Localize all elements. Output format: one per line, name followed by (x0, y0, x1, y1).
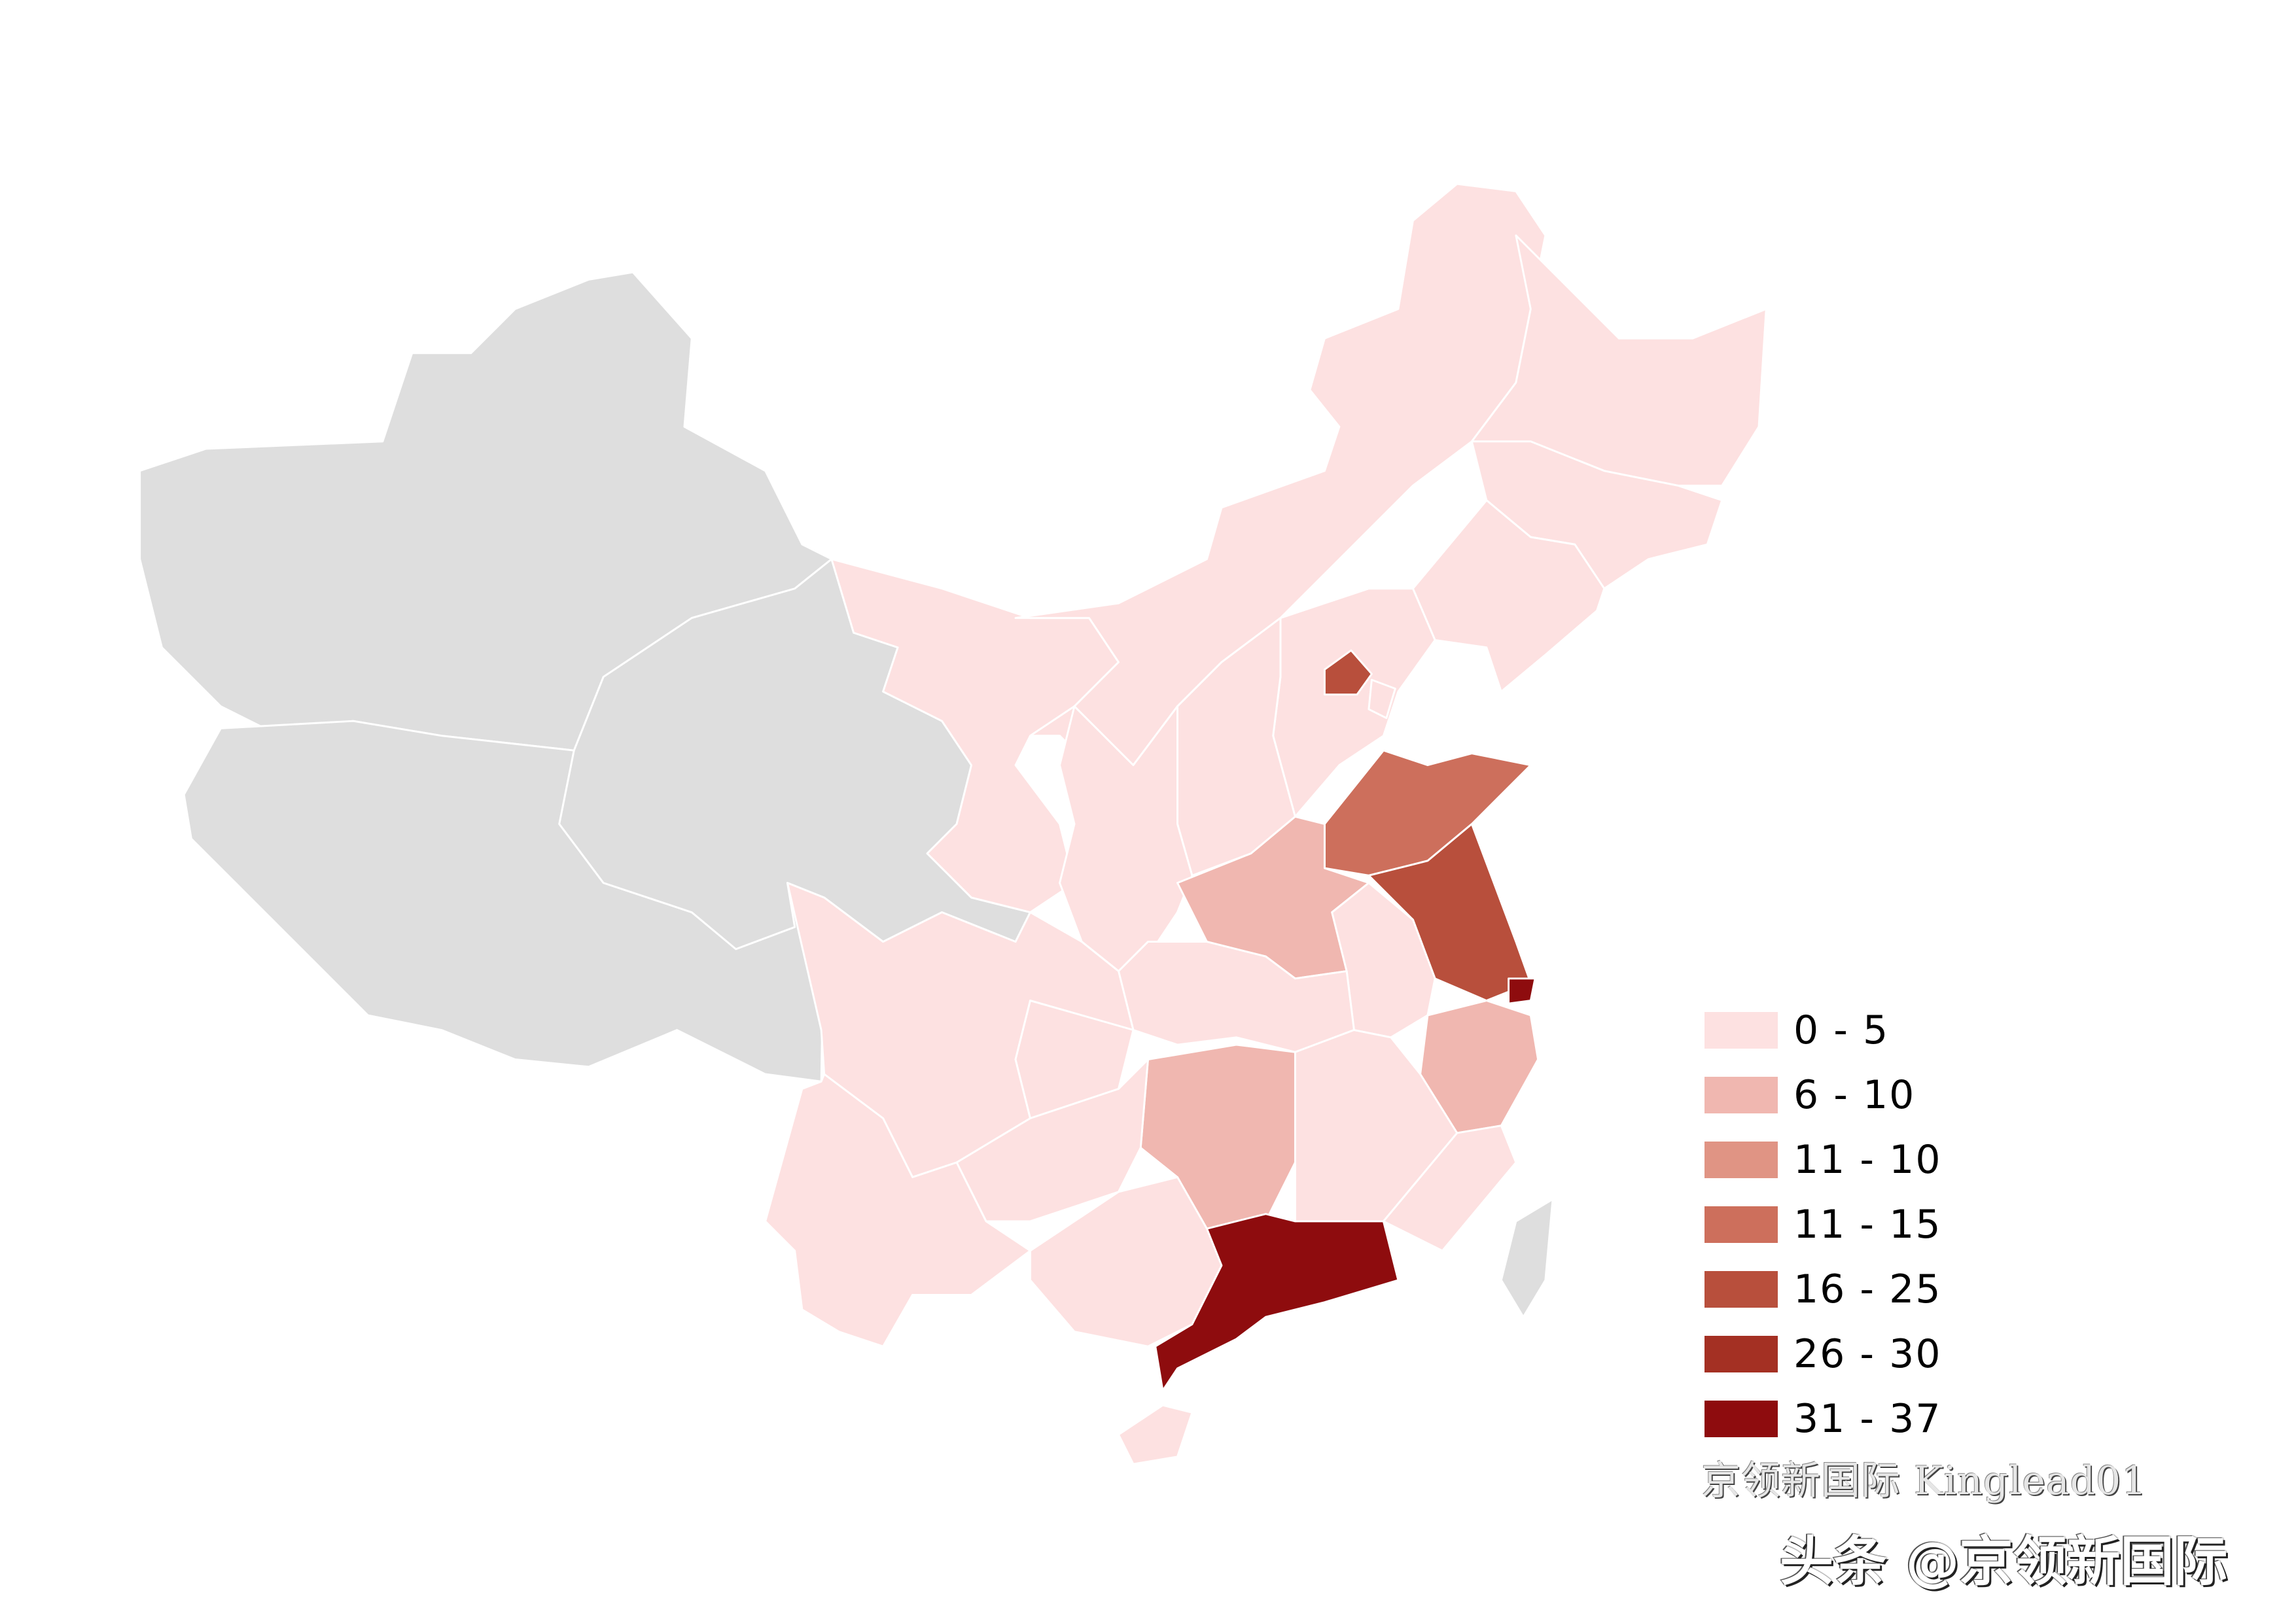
legend-item: 6 - 10 (1704, 1062, 1942, 1127)
legend-swatch (1704, 1011, 1778, 1049)
region-xinjiang (139, 271, 833, 752)
legend-item: 31 - 37 (1704, 1386, 1942, 1451)
region-tianjin (1368, 678, 1396, 720)
legend: 0 - 5 6 - 10 11 - 10 11 - 15 16 - 25 26 … (1704, 998, 1942, 1451)
legend-item: 16 - 25 (1704, 1257, 1942, 1321)
watermark-toutiao: 头条 @京领新国际 (1780, 1531, 2228, 1593)
region-shanghai (1508, 977, 1536, 1005)
region-liaoning (1411, 499, 1606, 693)
region-fujian (1382, 1125, 1517, 1252)
watermark-kinglead: 京领新国际 Kinglead01 (1701, 1458, 2147, 1504)
legend-label: 11 - 15 (1793, 1201, 1942, 1248)
legend-label: 16 - 25 (1793, 1266, 1942, 1312)
region-hubei (1118, 941, 1355, 1053)
legend-swatch (1704, 1076, 1778, 1113)
legend-label: 0 - 5 (1793, 1007, 1890, 1053)
region-taiwan (1500, 1198, 1554, 1318)
legend-label: 6 - 10 (1793, 1072, 1916, 1118)
legend-item: 11 - 15 (1704, 1192, 1942, 1257)
legend-swatch (1704, 1400, 1778, 1437)
legend-label: 26 - 30 (1793, 1331, 1942, 1377)
region-guangdong (1154, 1213, 1400, 1392)
region-guizhou (955, 1058, 1149, 1223)
region-hainan (1118, 1404, 1193, 1465)
legend-swatch (1704, 1270, 1778, 1308)
legend-label: 11 - 10 (1793, 1136, 1942, 1183)
legend-item: 0 - 5 (1704, 998, 1942, 1062)
legend-item: 11 - 10 (1704, 1127, 1942, 1192)
region-beijing (1323, 649, 1373, 696)
legend-label: 31 - 37 (1793, 1395, 1942, 1442)
region-shandong (1323, 749, 1532, 877)
legend-swatch (1704, 1206, 1778, 1243)
region-heilongjiang (1470, 234, 1767, 487)
region-yunnan (764, 1073, 1032, 1348)
legend-swatch (1704, 1335, 1778, 1372)
legend-item: 26 - 30 (1704, 1321, 1942, 1386)
legend-swatch (1704, 1141, 1778, 1178)
